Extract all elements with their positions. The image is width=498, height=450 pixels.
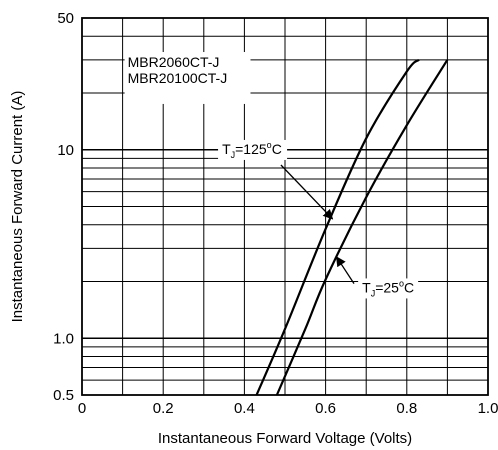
series-label: TJ=125oC xyxy=(222,140,282,160)
x-tick-label: 0.8 xyxy=(396,400,417,417)
device-label: MBR20100CT-J xyxy=(128,70,228,86)
x-tick-label: 0.2 xyxy=(153,400,174,417)
y-tick-label: 10 xyxy=(57,142,74,159)
axis-tick-labels: 0 0.2 0.4 0.6 0.8 1.0 0.5 1.0 10 50 xyxy=(53,10,498,417)
series-curve-1 xyxy=(275,59,449,396)
series-label-arrow xyxy=(280,164,334,220)
series-label-background xyxy=(218,139,288,160)
device-label-background xyxy=(124,52,251,104)
y-tick-label: 0.5 xyxy=(53,387,74,404)
y-axis-label: Instantaneous Forward Current (A) xyxy=(9,91,26,323)
device-label: MBR2060CT-J xyxy=(128,54,220,70)
x-tick-label: 0 xyxy=(78,400,86,417)
y-tick-label: 1.0 xyxy=(53,330,74,347)
x-tick-label: 0.4 xyxy=(234,400,255,417)
series-curves xyxy=(255,58,449,396)
x-tick-label: 1.0 xyxy=(478,400,498,417)
y-tick-label: 50 xyxy=(57,10,74,27)
series-label-background xyxy=(358,278,419,299)
series-curve-0 xyxy=(255,58,420,396)
plot-frame xyxy=(81,17,489,396)
x-tick-label: 0.6 xyxy=(315,400,336,417)
chart-grid xyxy=(82,18,488,395)
x-axis-label: Instantaneous Forward Voltage (Volts) xyxy=(158,430,412,447)
series-label-arrow xyxy=(336,256,355,284)
series-label: TJ=25oC xyxy=(362,278,414,298)
